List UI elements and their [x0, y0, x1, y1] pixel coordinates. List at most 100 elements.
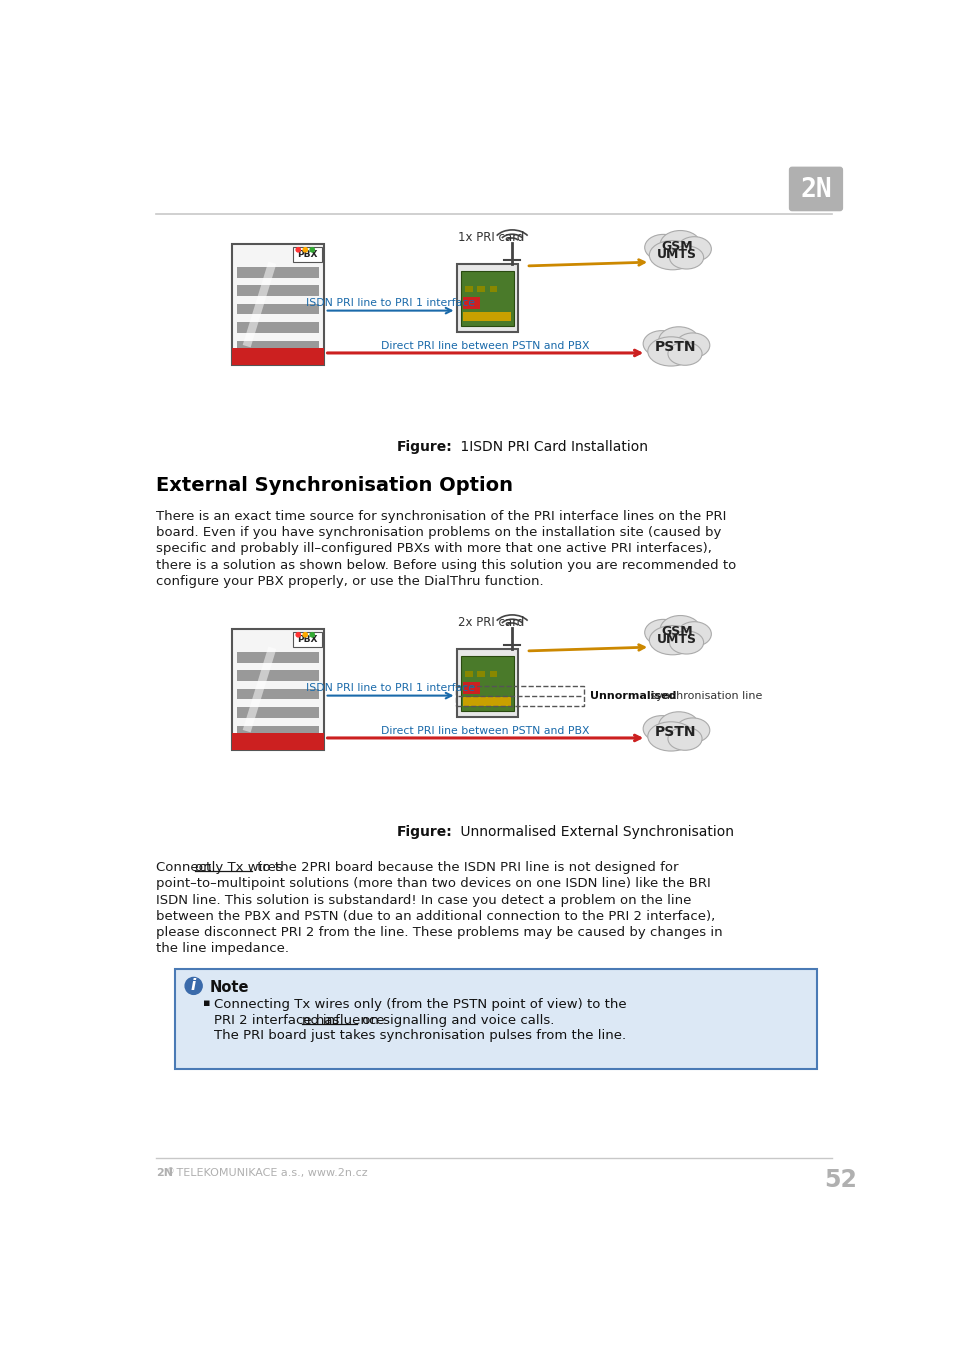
Bar — [233, 243, 323, 366]
Text: External Synchronisation Option: External Synchronisation Option — [156, 477, 513, 495]
Circle shape — [295, 633, 300, 637]
Text: ISDN PRI line to PRI 1 interface: ISDN PRI line to PRI 1 interface — [306, 298, 475, 308]
Bar — [460, 270, 513, 325]
Ellipse shape — [647, 336, 694, 366]
Bar — [460, 656, 513, 711]
Text: Connect: Connect — [156, 861, 215, 875]
Bar — [236, 670, 319, 680]
Text: PBX: PBX — [297, 250, 317, 259]
Ellipse shape — [675, 333, 709, 358]
Text: 2N: 2N — [156, 1168, 173, 1179]
Text: Figure:: Figure: — [396, 825, 452, 838]
Text: PSTN: PSTN — [655, 725, 696, 738]
Text: between the PBX and PSTN (due to an additional connection to the PRI 2 interface: between the PBX and PSTN (due to an addi… — [156, 910, 715, 922]
Text: The PRI board just takes synchronisation pulses from the line.: The PRI board just takes synchronisation… — [213, 1029, 625, 1042]
Text: Note: Note — [209, 980, 249, 995]
Bar — [236, 304, 319, 315]
Text: ▪: ▪ — [203, 998, 211, 1008]
Circle shape — [310, 633, 314, 637]
Bar — [293, 247, 322, 262]
Text: UMTS: UMTS — [657, 633, 697, 645]
Bar — [236, 652, 319, 663]
Bar — [463, 297, 480, 309]
Bar — [476, 286, 484, 292]
Ellipse shape — [659, 231, 700, 258]
Bar — [233, 733, 323, 751]
Bar — [236, 285, 319, 296]
FancyBboxPatch shape — [174, 969, 816, 1069]
FancyBboxPatch shape — [788, 166, 842, 212]
Text: Direct PRI line between PSTN and PBX: Direct PRI line between PSTN and PBX — [381, 726, 589, 736]
Text: there is a solution as shown below. Before using this solution you are recommend: there is a solution as shown below. Befo… — [156, 559, 736, 571]
Bar — [293, 632, 322, 647]
Text: ISDN PRI line to PRI 1 interface: ISDN PRI line to PRI 1 interface — [306, 683, 475, 694]
Bar — [233, 629, 323, 751]
Text: PBX: PBX — [297, 634, 317, 644]
Text: board. Even if you have synchronisation problems on the installation site (cause: board. Even if you have synchronisation … — [156, 526, 721, 539]
Text: Unnormalised External Synchronisation: Unnormalised External Synchronisation — [456, 825, 734, 838]
Text: synchronisation line: synchronisation line — [646, 691, 761, 701]
Text: i: i — [191, 979, 196, 994]
Circle shape — [310, 247, 314, 252]
Text: GSM: GSM — [660, 625, 692, 639]
Ellipse shape — [647, 722, 694, 751]
Ellipse shape — [677, 622, 711, 647]
Bar — [236, 267, 319, 278]
Bar — [236, 688, 319, 699]
Text: Figure:: Figure: — [396, 440, 452, 454]
Text: please disconnect PRI 2 from the line. These problems may be caused by changes i: please disconnect PRI 2 from the line. T… — [156, 926, 722, 938]
Circle shape — [295, 247, 300, 252]
Text: GSM: GSM — [660, 240, 692, 254]
Ellipse shape — [669, 630, 703, 653]
Text: the line impedance.: the line impedance. — [156, 942, 289, 954]
Text: 1ISDN PRI Card Installation: 1ISDN PRI Card Installation — [456, 440, 648, 454]
Bar — [236, 726, 319, 736]
Ellipse shape — [667, 342, 701, 366]
Ellipse shape — [644, 235, 681, 261]
Text: ISDN line. This solution is substandard! In case you detect a problem on the lin: ISDN line. This solution is substandard!… — [156, 894, 691, 906]
Ellipse shape — [658, 327, 699, 355]
Text: ®: ® — [167, 1166, 174, 1176]
Text: TELEKOMUNIKACE a.s., www.2n.cz: TELEKOMUNIKACE a.s., www.2n.cz — [173, 1168, 368, 1179]
Bar — [456, 686, 583, 706]
Text: Unnormalised: Unnormalised — [590, 691, 676, 701]
Text: configure your PBX properly, or use the DialThru function.: configure your PBX properly, or use the … — [156, 575, 543, 587]
Text: 1x PRI card: 1x PRI card — [457, 231, 524, 244]
Ellipse shape — [675, 718, 709, 743]
Bar — [476, 671, 484, 678]
Bar — [236, 323, 319, 333]
Text: 52: 52 — [823, 1168, 857, 1192]
Ellipse shape — [644, 620, 681, 645]
Text: no influence: no influence — [302, 1014, 384, 1026]
Text: 2x PRI card: 2x PRI card — [457, 617, 524, 629]
Bar — [233, 348, 323, 366]
Bar — [489, 286, 497, 292]
Ellipse shape — [658, 711, 699, 740]
Text: There is an exact time source for synchronisation of the PRI interface lines on : There is an exact time source for synchr… — [156, 510, 726, 522]
Ellipse shape — [642, 716, 679, 741]
Bar — [463, 682, 480, 694]
Text: 2N: 2N — [800, 177, 831, 202]
Text: on signalling and voice calls.: on signalling and voice calls. — [357, 1014, 554, 1026]
Bar — [463, 697, 511, 706]
Text: PSTN: PSTN — [655, 340, 696, 354]
Ellipse shape — [649, 625, 695, 655]
Bar — [464, 671, 472, 678]
Circle shape — [303, 633, 307, 637]
Ellipse shape — [677, 236, 711, 262]
Text: Connecting Tx wires only (from the PSTN point of view) to the: Connecting Tx wires only (from the PSTN … — [213, 998, 626, 1011]
Bar — [489, 671, 497, 678]
Bar — [456, 649, 517, 717]
Text: PRI 2 interface has: PRI 2 interface has — [213, 1014, 343, 1026]
Text: Direct PRI line between PSTN and PBX: Direct PRI line between PSTN and PBX — [381, 340, 589, 351]
Circle shape — [303, 247, 307, 252]
Text: only Tx wires: only Tx wires — [195, 861, 283, 875]
Text: point–to–multipoint solutions (more than two devices on one ISDN line) like the : point–to–multipoint solutions (more than… — [156, 878, 710, 891]
Ellipse shape — [649, 240, 695, 270]
Ellipse shape — [642, 331, 679, 356]
Text: specific and probably ill–configured PBXs with more that one active PRI interfac: specific and probably ill–configured PBX… — [156, 543, 712, 555]
Text: to the 2PRI board because the ISDN PRI line is not designed for: to the 2PRI board because the ISDN PRI l… — [253, 861, 678, 875]
Ellipse shape — [667, 728, 701, 751]
Ellipse shape — [659, 616, 700, 643]
Text: UMTS: UMTS — [657, 248, 697, 261]
